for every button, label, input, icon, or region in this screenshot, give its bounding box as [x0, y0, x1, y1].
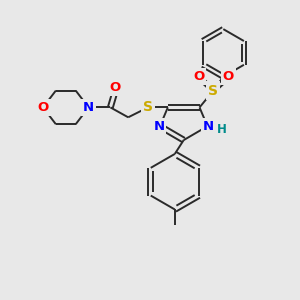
Text: H: H: [216, 123, 226, 136]
Text: O: O: [110, 81, 121, 94]
Text: O: O: [38, 101, 49, 114]
Text: O: O: [193, 70, 204, 83]
Text: N: N: [83, 101, 94, 114]
Text: N: N: [203, 120, 214, 133]
Text: N: N: [153, 120, 164, 133]
Text: S: S: [208, 84, 218, 98]
Text: O: O: [223, 70, 234, 83]
Text: S: S: [143, 100, 153, 114]
